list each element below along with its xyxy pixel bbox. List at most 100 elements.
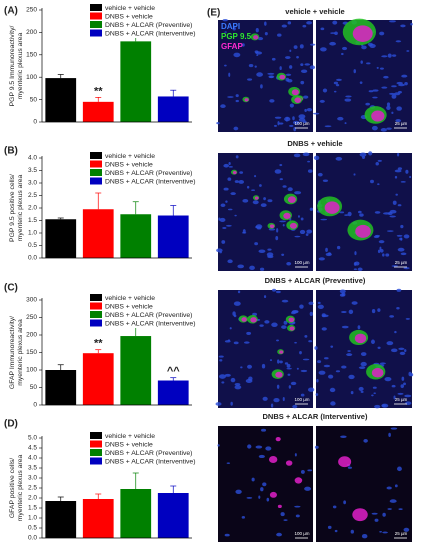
micrograph	[216, 152, 314, 271]
nucleus	[289, 103, 294, 108]
nucleus	[278, 122, 284, 125]
nucleus	[217, 444, 220, 447]
nucleus	[249, 265, 255, 271]
nucleus	[281, 325, 287, 329]
gfap-signal	[279, 350, 284, 354]
gfap-signal	[294, 97, 302, 103]
nucleus	[368, 90, 374, 93]
nucleus	[276, 339, 279, 342]
y-tick-label: 3.5	[28, 465, 37, 472]
nucleus	[254, 174, 257, 178]
nucleus	[232, 311, 236, 316]
nucleus	[340, 435, 347, 438]
nucleus	[366, 62, 371, 65]
nucleus	[234, 385, 242, 390]
nucleus	[308, 340, 313, 343]
nucleus	[282, 185, 287, 188]
nucleus	[258, 495, 261, 499]
y-tick-label: 300	[26, 297, 37, 304]
nucleus	[225, 200, 228, 203]
nucleus	[292, 116, 295, 121]
nucleus	[327, 252, 332, 255]
nucleus	[284, 362, 289, 365]
nucleus	[406, 50, 410, 52]
nucleus	[394, 169, 402, 173]
nucleus	[256, 54, 259, 57]
nucleus	[377, 308, 381, 312]
gfap-signal	[241, 317, 247, 322]
nucleus	[341, 52, 344, 56]
nucleus	[282, 223, 285, 227]
nucleus	[374, 404, 381, 409]
nucleus	[323, 364, 331, 368]
nucleus	[398, 83, 405, 87]
nucleus	[228, 72, 231, 77]
nucleus	[304, 108, 307, 112]
scale-label: 100 µm	[294, 121, 309, 126]
nucleus	[397, 392, 404, 395]
nucleus	[260, 84, 263, 89]
nucleus	[239, 171, 244, 174]
gfap-signal	[287, 196, 296, 203]
gfap-signal	[294, 477, 303, 484]
nucleus	[327, 525, 332, 529]
nucleus	[405, 318, 410, 320]
legend-swatch	[90, 302, 102, 310]
legend-label: DNBS + ALCAR (Interventive)	[105, 30, 195, 37]
nucleus	[374, 518, 379, 522]
nucleus	[289, 124, 294, 128]
nucleus	[382, 531, 388, 534]
nucleus	[403, 267, 410, 270]
bar	[45, 370, 77, 405]
y-axis-label: PGP 9.5 Immunoreactivity/	[9, 26, 16, 107]
nucleus	[386, 102, 391, 107]
gfap-signal	[288, 317, 295, 323]
nucleus	[400, 180, 406, 183]
nucleus	[277, 33, 282, 37]
nucleus	[391, 111, 394, 114]
y-axis-label: myenteric plexus area	[17, 319, 24, 386]
micrograph	[314, 426, 412, 542]
nucleus	[321, 313, 326, 318]
y-tick-label: 100	[26, 367, 37, 374]
nucleus	[267, 199, 273, 203]
nucleus	[353, 69, 356, 74]
nucleus	[266, 497, 270, 502]
nucleus	[223, 187, 229, 191]
nucleus	[300, 217, 304, 221]
y-tick-label: 1.0	[28, 515, 37, 522]
nucleus	[287, 187, 293, 192]
nucleus	[391, 85, 397, 88]
nucleus	[337, 116, 344, 121]
nucleus	[222, 226, 227, 229]
nucleus	[397, 204, 402, 207]
nucleus	[350, 390, 354, 395]
nucleus	[306, 108, 313, 112]
nucleus	[230, 192, 236, 196]
nucleus	[314, 445, 319, 449]
nucleus	[220, 104, 226, 109]
nucleus	[386, 341, 394, 346]
nucleus	[316, 379, 319, 383]
nucleus	[354, 251, 357, 256]
nucleus	[309, 207, 314, 211]
nucleus	[302, 358, 310, 361]
nucleus	[321, 327, 327, 331]
nucleus	[286, 363, 291, 368]
micrograph	[215, 288, 315, 409]
nucleus	[372, 89, 379, 92]
nucleus	[230, 401, 233, 406]
nucleus	[228, 165, 233, 168]
nucleus	[248, 64, 254, 68]
nucleus	[399, 351, 406, 355]
nucleus	[396, 152, 400, 157]
panel-label: (C)	[4, 283, 18, 294]
nucleus	[258, 454, 265, 459]
gfap-signal	[283, 212, 291, 220]
nucleus	[353, 268, 358, 271]
nucleus	[403, 382, 406, 386]
bar	[45, 78, 77, 122]
nucleus	[378, 240, 385, 244]
nucleus	[268, 228, 276, 231]
